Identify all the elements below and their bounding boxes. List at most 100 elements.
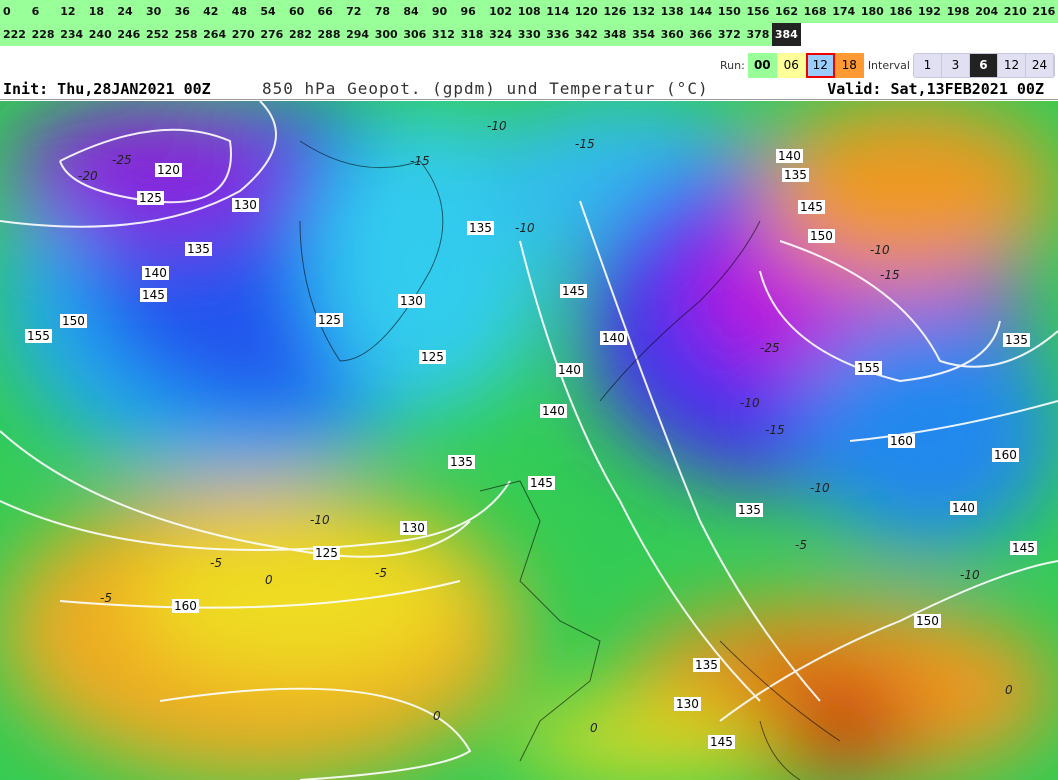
- geopotential-contour-label: 140: [600, 331, 627, 345]
- forecast-hour-348[interactable]: 348: [603, 28, 627, 41]
- forecast-hour-138[interactable]: 138: [660, 5, 684, 18]
- forecast-hour-222[interactable]: 222: [3, 28, 26, 41]
- forecast-hour-150[interactable]: 150: [717, 5, 741, 18]
- interval-24-button[interactable]: 24: [1025, 54, 1054, 77]
- geopotential-contour-label: 135: [693, 658, 720, 672]
- forecast-hour-306[interactable]: 306: [403, 28, 427, 41]
- interval-3-button[interactable]: 3: [941, 54, 970, 77]
- geopotential-contour-label: 135: [782, 168, 809, 182]
- temperature-contour-label: 0: [1005, 683, 1013, 697]
- forecast-hour-264[interactable]: 264: [203, 28, 227, 41]
- temperature-contour-label: -15: [410, 154, 430, 168]
- run-12-button[interactable]: 12: [805, 53, 835, 78]
- temperature-contour-label: 0: [433, 709, 441, 723]
- forecast-hour-360[interactable]: 360: [660, 28, 684, 41]
- forecast-hour-246[interactable]: 246: [117, 28, 141, 41]
- forecast-hour-342[interactable]: 342: [574, 28, 598, 41]
- geopotential-contour-label: 145: [140, 288, 167, 302]
- forecast-hour-72[interactable]: 72: [346, 5, 362, 18]
- forecast-hour-204[interactable]: 204: [975, 5, 999, 18]
- forecast-hour-120[interactable]: 120: [574, 5, 598, 18]
- forecast-hour-240[interactable]: 240: [88, 28, 112, 41]
- forecast-hour-132[interactable]: 132: [632, 5, 656, 18]
- forecast-hour-60[interactable]: 60: [288, 5, 305, 18]
- forecast-hour-174[interactable]: 174: [832, 5, 856, 18]
- geopotential-contour-label: 145: [708, 735, 735, 749]
- geopotential-contour-label: 135: [185, 242, 212, 256]
- forecast-hour-312[interactable]: 312: [431, 28, 455, 41]
- run-selector: Run: 00 06 12 18 Interval 1 3 6 12 24: [720, 53, 1055, 78]
- forecast-hour-384[interactable]: 384: [772, 23, 801, 46]
- temperature-field: [0, 101, 1058, 780]
- run-00-button[interactable]: 00: [747, 53, 777, 78]
- interval-6-button[interactable]: 6: [969, 54, 998, 77]
- forecast-hour-210[interactable]: 210: [1003, 5, 1027, 18]
- forecast-hour-90[interactable]: 90: [431, 5, 448, 18]
- forecast-hour-228[interactable]: 228: [31, 28, 55, 41]
- forecast-hour-270[interactable]: 270: [231, 28, 255, 41]
- temperature-contour-label: -10: [960, 568, 980, 582]
- forecast-hour-300[interactable]: 300: [374, 28, 398, 41]
- forecast-hour-192[interactable]: 192: [918, 5, 941, 18]
- forecast-hour-330[interactable]: 330: [517, 28, 541, 41]
- forecast-hour-366[interactable]: 366: [689, 28, 713, 41]
- forecast-hour-48[interactable]: 48: [231, 5, 248, 18]
- forecast-hour-180[interactable]: 180: [860, 5, 884, 18]
- forecast-hour-66[interactable]: 66: [317, 5, 333, 18]
- geopotential-contour-label: 155: [855, 361, 882, 375]
- forecast-hour-276[interactable]: 276: [260, 28, 284, 41]
- forecast-hour-318[interactable]: 318: [460, 28, 484, 41]
- forecast-hour-258[interactable]: 258: [174, 28, 198, 41]
- forecast-hour-144[interactable]: 144: [689, 5, 713, 18]
- forecast-hour-156[interactable]: 156: [746, 5, 770, 18]
- forecast-hour-234[interactable]: 234: [60, 28, 84, 41]
- forecast-hour-126[interactable]: 126: [603, 5, 627, 18]
- geopotential-contour-label: 135: [1003, 333, 1030, 347]
- forecast-hour-36[interactable]: 36: [174, 5, 190, 18]
- geopotential-contour-label: 130: [232, 198, 259, 212]
- interval-12-button[interactable]: 12: [997, 54, 1026, 77]
- temperature-contour-label: 0: [265, 573, 273, 587]
- forecast-hour-42[interactable]: 42: [203, 5, 219, 18]
- forecast-hour-198[interactable]: 198: [946, 5, 970, 18]
- run-18-button[interactable]: 18: [834, 53, 864, 78]
- temperature-contour-label: -20: [78, 169, 98, 183]
- forecast-hour-162[interactable]: 162: [775, 5, 798, 18]
- forecast-hour-row-1: 0 6 12 18 24 30 36 42 48 54 60 66 72 78 84 90 96 102 108 11…: [0, 0, 1058, 23]
- forecast-hour-114[interactable]: 114: [546, 5, 570, 18]
- forecast-hour-102[interactable]: 102: [489, 5, 513, 18]
- forecast-hour-186[interactable]: 186: [889, 5, 913, 18]
- forecast-hour-18[interactable]: 18: [88, 5, 105, 18]
- geopotential-contour-label: 145: [1010, 541, 1037, 555]
- forecast-hour-168[interactable]: 168: [803, 5, 827, 18]
- forecast-hour-252[interactable]: 252: [145, 28, 169, 41]
- forecast-hour-78[interactable]: 78: [374, 5, 391, 18]
- geopotential-contour-label: 120: [155, 163, 182, 177]
- forecast-hour-282[interactable]: 282: [288, 28, 312, 41]
- forecast-hour-216[interactable]: 216: [1032, 5, 1056, 18]
- forecast-hour-336[interactable]: 336: [546, 28, 570, 41]
- forecast-hour-378[interactable]: 378: [746, 28, 770, 41]
- geopotential-contour-label: 145: [528, 476, 555, 490]
- interval-1-button[interactable]: 1: [913, 54, 942, 77]
- geopotential-contour-label: 155: [25, 329, 52, 343]
- forecast-hour-12[interactable]: 12: [60, 5, 76, 18]
- forecast-hour-6[interactable]: 6: [31, 5, 40, 18]
- forecast-hour-96[interactable]: 96: [460, 5, 476, 18]
- forecast-hour-108[interactable]: 108: [517, 5, 541, 18]
- forecast-hour-288[interactable]: 288: [317, 28, 341, 41]
- forecast-hour-0[interactable]: 0: [3, 5, 11, 18]
- forecast-hour-84[interactable]: 84: [403, 5, 419, 18]
- forecast-hour-354[interactable]: 354: [632, 28, 656, 41]
- forecast-hour-24[interactable]: 24: [117, 5, 133, 18]
- temperature-contour-label: -10: [740, 396, 760, 410]
- run-06-button[interactable]: 06: [776, 53, 806, 78]
- forecast-hour-324[interactable]: 324: [489, 28, 513, 41]
- geopotential-contour-label: 135: [448, 455, 475, 469]
- forecast-hour-30[interactable]: 30: [145, 5, 162, 18]
- forecast-hour-372[interactable]: 372: [717, 28, 741, 41]
- geopotential-contour-label: 150: [808, 229, 835, 243]
- forecast-hour-54[interactable]: 54: [260, 5, 276, 18]
- geopotential-contour-label: 140: [540, 404, 567, 418]
- forecast-hour-294[interactable]: 294: [346, 28, 370, 41]
